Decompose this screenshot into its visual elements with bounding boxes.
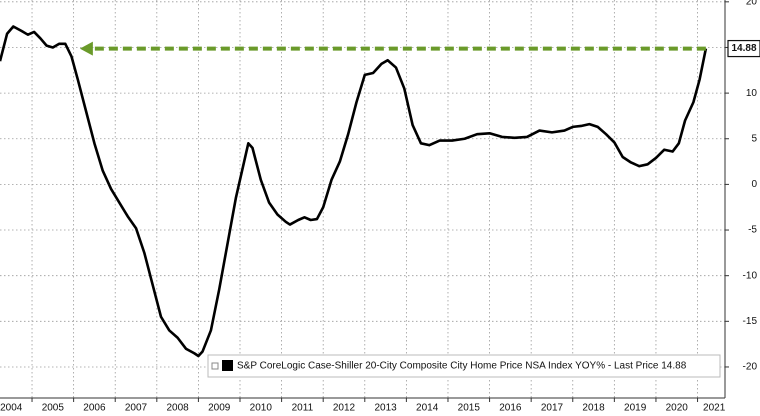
last-value-label: 14.88: [731, 43, 756, 54]
x-tick-label: 2014: [416, 403, 439, 414]
last-value-box: [727, 39, 760, 58]
series-line: [0, 25, 708, 358]
legend-swatch: [222, 360, 233, 371]
y-tick-label: -10: [743, 270, 758, 281]
legend: S&P CoreLogic Case-Shiller 20-City Compo…: [207, 354, 721, 378]
y-tick-label: 10: [746, 88, 758, 99]
x-tick-label: 2015: [458, 403, 481, 414]
x-tick-label: 2012: [333, 403, 356, 414]
x-tick-label: 2010: [250, 403, 273, 414]
y-tick-label: 5: [751, 133, 757, 144]
x-tick-label: 2005: [42, 403, 65, 414]
y-tick-label: -20: [743, 362, 758, 373]
y-tick-label: -15: [743, 316, 758, 327]
y-tick-label: 20: [746, 0, 758, 7]
x-tick-label: 2007: [125, 403, 148, 414]
x-tick-label: 2004: [0, 403, 23, 414]
x-tick-label: 2013: [374, 403, 397, 414]
legend-toggle: [211, 362, 219, 370]
y-tick-label: 0: [751, 179, 757, 190]
x-tick-label: 2018: [582, 403, 605, 414]
y-tick-label: -5: [748, 225, 757, 236]
legend-label: S&P CoreLogic Case-Shiller 20-City Compo…: [237, 361, 687, 372]
legend-box: [207, 354, 721, 378]
x-tick-label: 2011: [292, 403, 314, 414]
x-tick-label: 2008: [166, 403, 189, 414]
x-tick-label: 2019: [624, 403, 647, 414]
x-tick-label: 2020: [666, 403, 689, 414]
arrow-head: [79, 41, 93, 56]
x-tick-label: 2021: [703, 403, 726, 414]
x-tick-label: 2016: [499, 403, 522, 414]
x-tick-label: 2006: [83, 403, 106, 414]
x-tick-label: 2017: [541, 403, 564, 414]
plot: [0, 25, 708, 358]
x-tick-label: 2009: [208, 403, 231, 414]
